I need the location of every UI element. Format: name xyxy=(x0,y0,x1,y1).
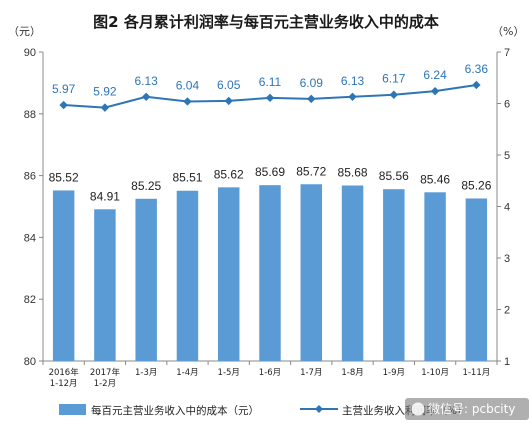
right-tick-label: 1 xyxy=(504,356,510,368)
x-tick-label: 2016年 xyxy=(49,367,80,378)
legend-label-bar: 每百元主营业务收入中的成本（元） xyxy=(91,404,259,417)
left-tick-label: 90 xyxy=(24,47,36,59)
line-data-label: 6.04 xyxy=(176,78,200,92)
bar xyxy=(465,198,488,361)
line-marker xyxy=(100,103,110,112)
right-tick-label: 5 xyxy=(504,150,510,162)
x-tick-label: 1-7月 xyxy=(300,368,322,378)
right-tick-label: 3 xyxy=(504,253,510,265)
line-data-label: 6.11 xyxy=(259,75,282,89)
x-tick-label: 1-9月 xyxy=(383,368,405,378)
line-marker xyxy=(307,94,316,104)
x-tick-label: 2017年 xyxy=(90,367,121,378)
line-marker xyxy=(59,100,68,110)
bar xyxy=(424,192,446,361)
line-marker xyxy=(183,97,192,106)
legend-swatch-bar xyxy=(59,404,86,415)
line-data-label: 6.05 xyxy=(217,78,241,92)
bar xyxy=(383,189,405,361)
x-tick-label: 1-10月 xyxy=(421,368,449,378)
line-data-label: 6.24 xyxy=(423,68,447,82)
bar xyxy=(176,190,199,361)
line-data-label: 6.36 xyxy=(465,62,489,76)
watermark-background xyxy=(405,398,529,420)
line-data-label: 6.17 xyxy=(382,72,406,86)
bar-data-label: 85.25 xyxy=(131,179,161,193)
right-tick-label: 2 xyxy=(504,305,510,317)
bar-data-label: 85.69 xyxy=(255,165,285,179)
x-tick-label: 1-2月 xyxy=(94,379,116,389)
line-marker xyxy=(224,96,233,106)
bar-data-label: 85.56 xyxy=(379,169,409,183)
bar-data-label: 85.26 xyxy=(461,178,491,192)
x-tick-label: 1-4月 xyxy=(176,368,198,378)
x-tick-label: 1-6月 xyxy=(259,368,281,378)
chart-title: 图2 各月累计利润率与每百元主营业务收入中的成本 xyxy=(93,13,439,31)
bar-data-label: 85.68 xyxy=(338,165,368,179)
bar-data-label: 85.52 xyxy=(49,170,79,184)
left-tick-label: 82 xyxy=(24,294,36,306)
line-data-label: 6.13 xyxy=(135,74,159,88)
bar-data-label: 85.72 xyxy=(296,164,326,178)
line-data-label: 6.09 xyxy=(300,76,324,90)
watermark: 微信号: pcbcity xyxy=(405,398,529,420)
bar xyxy=(135,198,157,361)
line-marker xyxy=(141,92,151,102)
bar xyxy=(217,187,240,361)
left-tick-label: 88 xyxy=(24,109,36,121)
bar-data-label: 85.62 xyxy=(214,167,244,181)
x-tick-label: 1-12月 xyxy=(50,379,78,389)
left-tick-label: 80 xyxy=(24,356,36,368)
bar xyxy=(300,184,323,361)
legend-swatch-marker xyxy=(315,405,323,413)
line-marker xyxy=(472,80,481,90)
wechat-icon xyxy=(411,402,425,416)
line-marker xyxy=(389,90,399,99)
left-axis-unit: （元） xyxy=(8,25,41,38)
bar xyxy=(259,185,281,361)
bar xyxy=(52,190,75,361)
line-marker xyxy=(430,86,440,96)
bar-data-label: 85.51 xyxy=(172,171,202,185)
watermark-text: 微信号: pcbcity xyxy=(428,402,515,416)
x-tick-label: 1-3月 xyxy=(135,368,157,378)
right-tick-label: 7 xyxy=(504,47,510,59)
right-tick-label: 4 xyxy=(504,202,510,214)
right-tick-label: 6 xyxy=(504,99,510,111)
line-marker xyxy=(348,92,357,102)
line-data-label: 5.97 xyxy=(52,82,76,96)
line-marker xyxy=(265,93,275,103)
bar xyxy=(341,185,364,361)
left-tick-label: 86 xyxy=(24,171,36,183)
bar-data-label: 84.91 xyxy=(90,189,120,203)
x-tick-label: 1-8月 xyxy=(341,368,363,378)
line-data-label: 5.92 xyxy=(93,85,117,99)
x-tick-label: 1-11月 xyxy=(462,368,490,378)
x-tick-label: 1-5月 xyxy=(218,368,240,378)
line-data-label: 6.13 xyxy=(341,74,365,88)
bar-data-label: 85.46 xyxy=(420,172,450,186)
left-tick-label: 84 xyxy=(24,232,36,244)
right-axis-unit: （%） xyxy=(492,25,524,38)
bar xyxy=(94,209,116,361)
